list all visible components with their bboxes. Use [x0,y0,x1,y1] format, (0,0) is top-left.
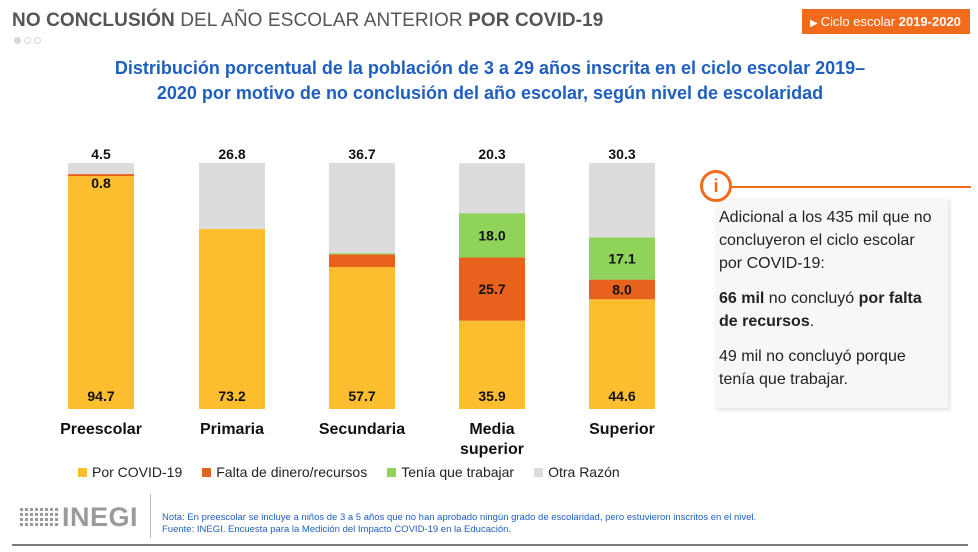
source-note: Fuente: INEGI. Encuesta para la Medición… [162,524,512,535]
data-label-preescolar-por-covid-19: 94.7 [87,388,114,404]
data-label-secundaria-otra-razon: 36.7 [348,146,375,162]
legend-swatch [534,467,544,477]
info-callout: Adicional a los 435 mil que no concluyer… [715,198,948,408]
x-tick-label-primaria: Primaria [200,421,264,438]
legend-item-tenia-que-trabajar: Tenía que trabajar [387,464,514,480]
bar-secundaria-tenia-que-trabajar [329,253,395,255]
bar-superior-falta-de-dinero-recursos [589,279,655,300]
legend-swatch [387,467,397,477]
bar-superior-otra-razon [589,163,655,238]
data-label-media-superior-tenia-que-trabajar: 18.0 [478,227,505,243]
data-label-superior-otra-razon: 30.3 [608,146,635,162]
bar-preescolar-otra-razon [68,163,134,175]
data-label-superior-falta-de-dinero-recursos: 8.0 [612,281,632,297]
info-divider [728,186,971,188]
bar-media-superior-otra-razon [459,163,525,214]
x-tick-label-preescolar: Preescolar [60,421,142,438]
bar-preescolar-por-covid-19 [68,176,134,409]
data-label-preescolar-falta-de-dinero-recursos: 0.8 [91,175,111,191]
footnote: Nota: En preescolar se incluye a niños d… [162,512,757,523]
legend-label: Por COVID-19 [92,464,183,480]
x-tick-label-secundaria: Secundaria [319,421,405,438]
bar-primaria-otra-razon [199,163,265,229]
bar-media-superior-tenia-que-trabajar [459,213,525,258]
bar-secundaria-por-covid-19 [329,267,395,409]
data-label-superior-por-covid-19: 44.6 [608,388,635,404]
data-label-superior-tenia-que-trabajar: 17.1 [608,251,635,267]
bar-primaria-por-covid-19 [199,228,265,409]
info-text-1: Adicional a los 435 mil que no concluyer… [719,209,932,272]
footer-rule [12,544,968,546]
slide-dots [14,37,41,44]
legend-label: Falta de dinero/recursos [216,464,368,480]
bar-preescolar-falta-de-dinero-recursos [68,174,134,177]
x-tick-label-superior: Superior [589,421,655,438]
footer-notes: Nota: En preescolar se incluye a niños d… [162,512,756,536]
bar-secundaria-falta-de-dinero-recursos [329,254,395,268]
data-label-media-superior-falta-de-dinero-recursos: 25.7 [478,281,505,297]
legend-swatch [78,467,87,477]
legend-item-falta-de-dinero-recursos: Falta de dinero/recursos [202,464,367,480]
x-tick-label-media-superior: Media [469,421,514,438]
legend-label: Tenía que trabajar [401,464,515,480]
bar-media-superior-falta-de-dinero-recursos [459,257,525,321]
bar-secundaria-otra-razon [329,163,395,254]
data-label-primaria-otra-razon: 26.8 [218,146,245,162]
legend-label: Otra Razón [548,464,620,480]
inegi-logo-text: INEGI [62,502,139,532]
data-label-primaria-por-covid-19: 73.2 [218,388,245,404]
info-text-2: 66 mil no concluyó por falta de recursos… [719,290,922,330]
cycle-badge: ▶ Ciclo escolar 2019-2020 [802,9,970,34]
bar-superior-tenia-que-trabajar [589,237,655,280]
bar-superior-por-covid-19 [589,299,655,409]
data-label-media-superior-otra-razon: 20.3 [478,146,505,162]
x-tick-label-media-superior: superior [460,441,524,458]
inegi-logo-icon [20,508,58,526]
legend-swatch [202,467,212,477]
bar-media-superior-por-covid-19 [459,320,525,409]
chart-title: Distribución porcentual de la población … [114,58,866,103]
data-label-secundaria-por-covid-19: 57.7 [348,388,375,404]
data-label-media-superior-por-covid-19: 35.9 [478,388,505,404]
page-title: NO CONCLUSIÓN DEL AÑO ESCOLAR ANTERIOR P… [12,10,604,31]
legend-item-por-covid-19: Por COVID-19 [78,464,182,480]
info-text-3: 49 mil no concluyó porque tenía que trab… [719,348,906,388]
footer-separator [150,494,151,538]
legend-item-otra-razon: Otra Razón [534,464,620,480]
data-label-preescolar-otra-razon: 4.5 [91,146,111,162]
play-arrow-icon: ▶ [810,18,818,29]
chart-legend: Por COVID-19 Falta de dinero/recursos Tení… [78,464,640,480]
info-icon: i [700,170,732,202]
